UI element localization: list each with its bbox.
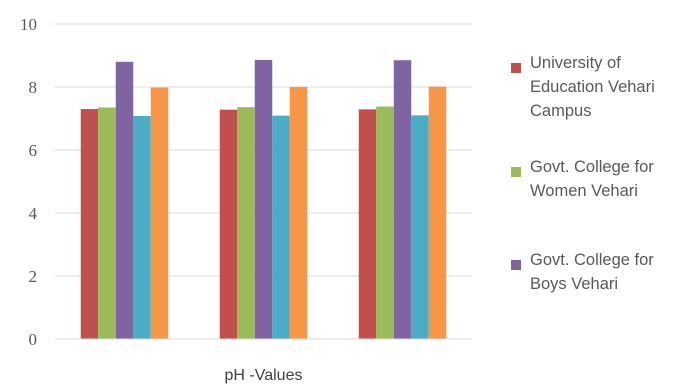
bar <box>376 106 394 339</box>
bar <box>393 60 412 339</box>
legend-label: Boys Vehari <box>530 275 618 293</box>
y-tick-label: 10 <box>20 15 37 34</box>
y-tick-label: 0 <box>29 330 38 349</box>
legend-label: Govt. College for <box>530 251 654 269</box>
bar <box>358 109 377 340</box>
legend-label: University of <box>530 54 621 72</box>
bar <box>411 115 429 339</box>
legend-label: Govt. College for <box>530 158 654 176</box>
bar <box>289 87 308 339</box>
bar <box>219 109 238 340</box>
bar <box>133 115 151 339</box>
y-tick-label: 6 <box>29 141 38 160</box>
y-axis-ticks: 0 2 4 6 8 10 <box>20 15 38 349</box>
y-tick-label: 2 <box>29 267 38 286</box>
bar <box>115 61 134 340</box>
bar <box>80 109 99 339</box>
legend-label: Women Vehari <box>530 182 638 200</box>
bars <box>80 59 447 340</box>
bar <box>428 86 447 339</box>
bar <box>254 59 273 339</box>
bar <box>150 87 169 339</box>
legend-label: Campus <box>530 102 591 120</box>
legend-swatch <box>511 167 521 177</box>
bar <box>237 107 255 339</box>
x-axis-label: pH -Values <box>225 367 303 384</box>
bar <box>98 107 116 339</box>
legend-swatch <box>511 260 521 270</box>
legend-label: Education Vehari <box>530 78 655 96</box>
legend: University of Education Vehari Campus Govt.… <box>511 54 655 293</box>
bar <box>272 115 290 339</box>
y-tick-label: 4 <box>29 204 38 223</box>
y-tick-label: 8 <box>29 78 38 97</box>
legend-swatch <box>511 63 521 73</box>
